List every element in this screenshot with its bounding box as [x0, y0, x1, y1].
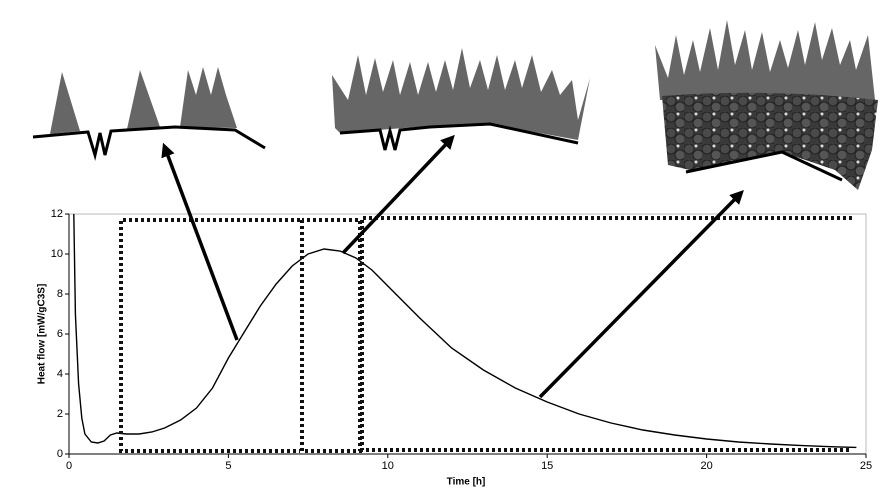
x-tick-label: 5: [225, 460, 231, 472]
data-line: [74, 214, 857, 447]
x-axis-label: Time [h]: [447, 477, 486, 488]
period-boxes: [121, 218, 852, 451]
y-tick-label: 8: [57, 288, 63, 300]
illustration-early: [33, 67, 265, 155]
x-tick-label: 0: [66, 460, 72, 472]
x-tick-label: 15: [541, 460, 553, 472]
chart: 0 5 10 15 20 25 0 2 4 6 8 10 12 Time [h] Heat flow […: [0, 0, 887, 495]
plot-frame: [69, 214, 866, 454]
arrow: [343, 139, 451, 253]
y-tick-label: 12: [51, 208, 63, 220]
x-tick-label: 20: [700, 460, 712, 472]
y-tick-label: 0: [57, 448, 63, 460]
y-tick-label: 4: [57, 368, 63, 380]
arrow: [165, 148, 237, 340]
illustration-peak: [332, 48, 590, 150]
illustration-late: [655, 20, 878, 190]
y-axis-label: Heat flow [mW/gC3S]: [37, 284, 48, 385]
arrow: [540, 194, 740, 397]
y-tick-label: 10: [51, 248, 63, 260]
x-tick-label: 10: [382, 460, 394, 472]
y-tick-label: 2: [57, 408, 63, 420]
y-tick-label: 6: [57, 328, 63, 340]
axes: 0 5 10 15 20 25 0 2 4 6 8 10 12: [51, 208, 872, 472]
x-tick-label: 25: [860, 460, 872, 472]
